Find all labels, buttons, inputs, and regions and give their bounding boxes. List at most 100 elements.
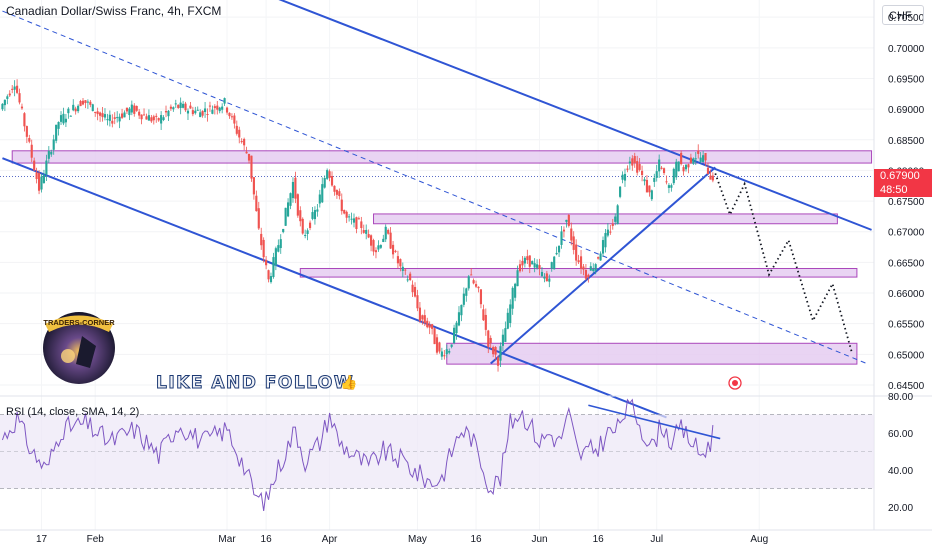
rsi-indicator-label[interactable]: RSI (14, close, SMA, 14, 2) <box>6 406 140 418</box>
candle-body <box>45 160 48 175</box>
candle-body <box>648 185 651 193</box>
candle-body <box>55 124 58 141</box>
candle-body <box>201 110 204 116</box>
rsi-axis[interactable]: 80.00 60.00 40.00 20.00 <box>888 392 913 514</box>
candle-body <box>528 255 531 267</box>
candle-body <box>453 327 456 344</box>
candle-body <box>509 304 512 323</box>
candle-body <box>282 228 285 233</box>
rsi-tick-label: 40.00 <box>888 466 913 477</box>
candle-body <box>169 106 172 109</box>
candle-body <box>355 217 358 230</box>
rsi-tick-label: 60.00 <box>888 429 913 440</box>
candle-body <box>655 171 658 178</box>
candle-body <box>621 174 624 180</box>
candle-body <box>333 185 336 192</box>
candle-body <box>606 229 609 236</box>
candle-body <box>194 110 197 114</box>
candle-body <box>89 101 92 105</box>
candle-body <box>50 151 53 155</box>
candle-body <box>216 105 219 110</box>
candle-body <box>633 156 636 163</box>
candle-body <box>91 104 94 112</box>
time-axis[interactable]: 17 Feb Mar 16 Apr May 16 Jun 16 Jul Aug <box>0 529 932 545</box>
candle-body <box>284 207 287 226</box>
candle-body <box>42 174 46 183</box>
candle-body <box>6 96 9 99</box>
candle-body <box>560 231 563 245</box>
candle-body <box>225 107 229 113</box>
candle-body <box>626 168 629 170</box>
candle-body <box>255 195 258 212</box>
time-tick-label: 16 <box>261 534 273 545</box>
candle-body <box>489 337 492 344</box>
candle-body <box>628 161 631 164</box>
candle-body <box>584 270 587 279</box>
price-tick-label: 0.67000 <box>888 228 925 239</box>
candle-body <box>103 114 107 118</box>
candle-body <box>138 111 141 116</box>
candle-body <box>694 158 697 160</box>
candle-body <box>316 209 319 212</box>
symbol-title[interactable]: Canadian Dollar/Swiss Franc, 4h, FXCM <box>6 4 222 18</box>
candle-body <box>304 234 307 236</box>
candle-body <box>189 105 192 109</box>
candle-body <box>396 256 400 264</box>
candle-body <box>150 117 153 122</box>
candle-body <box>406 279 409 281</box>
support-resistance-zones <box>11 150 873 365</box>
time-tick-label: Jul <box>650 534 663 545</box>
price-axis-bg <box>874 0 932 550</box>
candle-body <box>692 158 695 164</box>
candle-body <box>684 164 688 170</box>
candle-body <box>616 205 619 225</box>
candle-body <box>328 171 331 178</box>
trendlines <box>0 0 872 419</box>
candle-body <box>230 116 234 118</box>
candle-body <box>462 293 465 305</box>
candle-body <box>428 324 431 328</box>
candle-body <box>223 98 226 104</box>
candle-body <box>416 295 419 309</box>
candle-body <box>128 108 131 116</box>
candle-body <box>79 101 82 107</box>
candle-body <box>160 115 163 124</box>
candle-body <box>448 350 451 353</box>
trendline-solid-1 <box>2 157 667 419</box>
candle-body <box>699 157 702 162</box>
projection-line <box>714 173 853 354</box>
candle-body <box>643 179 646 182</box>
candle-body <box>543 276 546 279</box>
candle-body <box>133 105 136 114</box>
candle-body <box>111 120 114 124</box>
candle-body <box>338 191 341 197</box>
candle-body <box>260 233 263 246</box>
candle-body <box>374 250 378 253</box>
candle-body <box>570 228 573 241</box>
candle-body <box>272 257 275 278</box>
candle-body <box>152 116 155 121</box>
candle-body <box>572 236 575 250</box>
candle-body <box>565 219 568 222</box>
candle-body <box>140 114 143 120</box>
candle-body <box>382 238 385 243</box>
price-tick-label: 0.66000 <box>888 289 925 300</box>
candle-body <box>96 111 99 115</box>
candle-body <box>318 194 321 204</box>
candle-body <box>182 103 185 108</box>
candle-body <box>443 355 446 357</box>
candle-body <box>553 256 556 270</box>
candle-body <box>294 177 297 199</box>
time-tick-label: Aug <box>750 534 768 545</box>
candle-body <box>20 106 24 109</box>
currency-label[interactable]: CHF <box>882 5 924 25</box>
play-circle-icon[interactable] <box>728 376 742 390</box>
candle-body <box>106 119 109 121</box>
candle-body <box>372 240 375 252</box>
candle-body <box>638 164 641 170</box>
candle-body <box>213 106 216 109</box>
candle-body <box>477 286 480 289</box>
candle-body <box>23 113 26 127</box>
